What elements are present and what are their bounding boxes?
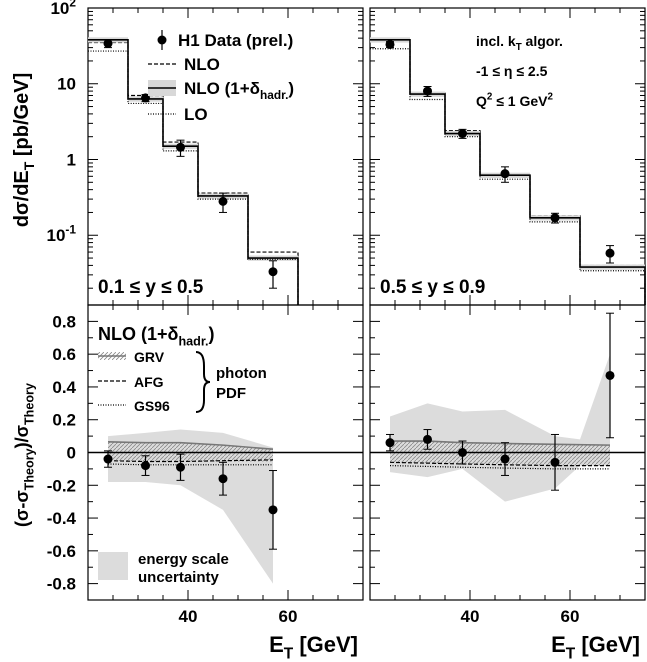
plot-frame bbox=[369, 7, 646, 306]
x-axis-label: ET [GeV] bbox=[269, 632, 358, 662]
x-tick-label: 60 bbox=[279, 607, 298, 626]
brace bbox=[195, 351, 211, 413]
brace-label: PDF bbox=[216, 385, 246, 402]
theory-curve bbox=[389, 461, 610, 467]
legend-grv-label: GRV bbox=[134, 349, 165, 365]
data-point bbox=[141, 93, 150, 103]
legend-afg-label: AFG bbox=[134, 374, 164, 390]
y-tick-label: 10 bbox=[57, 75, 76, 94]
cut-annotation: -1 ≤ η ≤ 2.5 bbox=[476, 63, 548, 79]
data-point bbox=[605, 248, 615, 258]
y-tick-label: -0.4 bbox=[47, 509, 77, 528]
plot-frame bbox=[87, 7, 364, 306]
panel-bottom-left bbox=[87, 304, 364, 601]
data-point bbox=[176, 462, 185, 472]
cut-annotation: Q2 ≤ 1 GeV2 bbox=[476, 92, 554, 109]
data-point bbox=[268, 505, 278, 515]
y-tick-label: 0.8 bbox=[52, 312, 76, 331]
legend-data-label: H1 Data (prel.) bbox=[178, 31, 293, 50]
data-point bbox=[423, 434, 432, 444]
y-tick-label: 0.4 bbox=[52, 378, 76, 397]
brace-label: photon bbox=[216, 365, 267, 382]
legend-lo-label: LO bbox=[184, 105, 208, 124]
y-tick-label: 1 bbox=[67, 150, 76, 169]
legend-band-label: energy scale bbox=[138, 551, 229, 568]
data-point bbox=[500, 454, 510, 464]
data-point bbox=[218, 474, 228, 484]
x-axis-label: ET [GeV] bbox=[551, 632, 640, 662]
data-point bbox=[176, 142, 185, 152]
pdf-hatch bbox=[108, 441, 273, 462]
y-axis-label: (σ-σTheory)/σTheory bbox=[12, 383, 36, 527]
panel-top-right: 0.5 ≤ y ≤ 0.9 bbox=[369, 7, 646, 306]
data-point bbox=[103, 454, 113, 464]
legend-data-marker bbox=[157, 35, 167, 45]
data-point bbox=[141, 461, 150, 471]
y-axis-label: dσ/dET [pb/GeV] bbox=[11, 73, 37, 227]
data-point bbox=[550, 213, 560, 223]
y-tick-label: 0.6 bbox=[52, 345, 76, 364]
x-tick-label: 60 bbox=[561, 607, 580, 626]
y-tick-label: 0 bbox=[67, 444, 76, 463]
region-label: 0.5 ≤ y ≤ 0.9 bbox=[380, 277, 485, 298]
y-tick-label: -0.2 bbox=[47, 476, 76, 495]
theory-curve bbox=[390, 440, 611, 446]
panel-top-left: 0.1 ≤ y ≤ 0.5 bbox=[87, 7, 364, 306]
histogram-line bbox=[370, 48, 646, 305]
data-point bbox=[103, 38, 113, 48]
data-point bbox=[500, 169, 510, 179]
data-point bbox=[268, 267, 278, 277]
legend-nlo-label: NLO bbox=[184, 55, 220, 74]
legend-band-label: uncertainty bbox=[138, 569, 220, 586]
legend-nlo-hadr-label: NLO (1+δhadr.) bbox=[184, 79, 294, 102]
data-point bbox=[385, 39, 395, 49]
legend-energy-band bbox=[98, 552, 128, 580]
x-tick-label: 40 bbox=[461, 607, 480, 626]
data-point bbox=[458, 129, 467, 139]
cut-annotation: incl. kT algor. bbox=[476, 33, 563, 53]
x-tick-label: 40 bbox=[179, 607, 198, 626]
legend-gs96-label: GS96 bbox=[134, 398, 170, 414]
panel-bottom-right bbox=[369, 304, 646, 601]
energy-scale-band bbox=[390, 354, 610, 502]
y-tick-label: 102 bbox=[50, 0, 76, 18]
y-tick-label: 10-1 bbox=[47, 223, 77, 246]
data-point bbox=[423, 86, 432, 96]
y-tick-label: 0.2 bbox=[52, 411, 76, 430]
theory-curve bbox=[107, 441, 274, 451]
data-point bbox=[458, 448, 467, 457]
data-point bbox=[605, 370, 615, 380]
axis-labels: 102 10 1 10-1 dσ/dET [pb/GeV] 40 60 ET [GeV] 40 6… bbox=[11, 0, 640, 662]
region-label: 0.1 ≤ y ≤ 0.5 bbox=[98, 277, 204, 298]
legend-title: NLO (1+δhadr.) bbox=[98, 324, 215, 348]
y-tick-label: -0.8 bbox=[47, 575, 76, 594]
data-point bbox=[550, 457, 560, 467]
data-point bbox=[385, 438, 395, 448]
legends: H1 Data (prel.) NLO NLO (1+δhadr.) LO incl. … bbox=[98, 30, 563, 586]
data-point bbox=[218, 196, 228, 206]
y-tick-label: -0.6 bbox=[47, 542, 76, 561]
